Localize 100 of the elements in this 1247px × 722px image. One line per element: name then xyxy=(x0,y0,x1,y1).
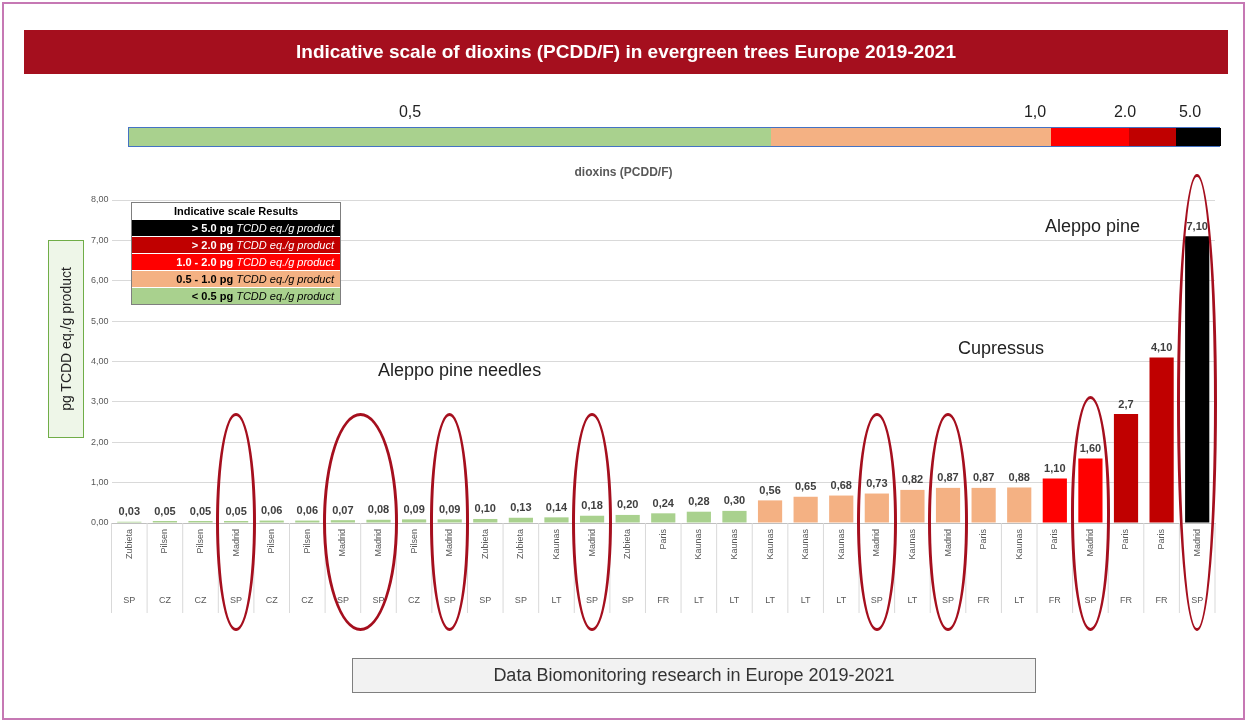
category-label: Kaunas LT xyxy=(693,529,704,606)
text: 2.0 xyxy=(1112,103,1138,121)
bar xyxy=(935,487,961,523)
data-label: 1,60 xyxy=(1079,441,1102,454)
text: 1,0 xyxy=(1022,103,1048,121)
bar xyxy=(722,510,747,523)
data-label: 0,24 xyxy=(652,496,675,509)
category-label: Madrid SP xyxy=(870,529,883,606)
category-label: Madrid SP xyxy=(1191,529,1204,606)
data-label: 0,56 xyxy=(759,483,781,496)
data-label: 0,73 xyxy=(866,477,888,490)
y-tick-label: 1,00 xyxy=(90,477,109,488)
category-label: Kaunas LT xyxy=(835,529,847,606)
y-tick-label: 6,00 xyxy=(90,275,109,286)
data-label: 0,06 xyxy=(260,504,283,517)
data-label: 1,10 xyxy=(1044,462,1066,475)
bar xyxy=(686,511,711,523)
data-label: 0,09 xyxy=(438,502,461,515)
bar xyxy=(1185,236,1210,523)
bar xyxy=(1078,458,1103,523)
data-label: 0,07 xyxy=(332,503,354,516)
data-label: 2,7 xyxy=(1118,397,1134,410)
y-tick-label: 0,00 xyxy=(90,517,109,528)
annotation: Aleppo pine needles xyxy=(378,360,543,381)
category-label: Zubieta SP xyxy=(514,529,527,606)
data-label: 0,88 xyxy=(1008,471,1030,483)
text: > 2.0 pg TCDD eq./g product xyxy=(191,239,334,251)
bar xyxy=(330,520,355,523)
bar xyxy=(1113,413,1139,523)
text: > 5.0 pg TCDD eq./g product xyxy=(191,222,334,234)
category-label: Madrid SP xyxy=(372,529,385,606)
bar xyxy=(1149,357,1174,523)
data-label: 7,10 xyxy=(1186,219,1208,232)
category-label: Kaunas LT xyxy=(906,529,918,606)
data-label: 0,03 xyxy=(118,505,141,518)
data-label: 0,87 xyxy=(972,471,995,484)
category-label: Zubieta SP xyxy=(621,529,634,606)
category-label: Madrid SP xyxy=(336,529,349,606)
data-label: 0,05 xyxy=(189,504,212,517)
category-label: Kaunas LT xyxy=(764,529,775,606)
category-label: Pilsen CZ xyxy=(158,529,171,606)
bar xyxy=(473,518,498,523)
text: 0.5 - 1.0 pg TCDD eq./g product xyxy=(176,273,334,285)
bar xyxy=(437,519,462,523)
chart-title: Indicative scale of dioxins (PCDD/F) in evergreen trees Europe 2019-2021 xyxy=(24,30,1228,74)
bar xyxy=(579,515,605,523)
category-label: Madrid SP xyxy=(230,529,243,606)
category-label: Zubieta SP xyxy=(123,529,136,606)
y-tick-label: 8,00 xyxy=(90,194,109,205)
annotation: Aleppo pine xyxy=(1045,216,1141,236)
bar xyxy=(793,496,818,523)
text: 5.0 xyxy=(1177,103,1203,121)
bar xyxy=(544,517,569,523)
bar xyxy=(401,519,427,523)
category-label: Pilsen CZ xyxy=(265,529,278,606)
data-label: 0,87 xyxy=(937,471,959,484)
legend-title: Indicative scale Results xyxy=(172,204,300,219)
data-label: 0,65 xyxy=(794,480,817,493)
data-label: 0,28 xyxy=(688,495,710,508)
y-tick-label: 4,00 xyxy=(90,355,109,366)
y-axis-title: pg TCDD eq./g product xyxy=(58,267,74,411)
data-label: 0,30 xyxy=(723,494,746,507)
text: 0,5 xyxy=(397,103,423,121)
annotation: Cupressus xyxy=(958,338,1046,359)
data-label: 4,10 xyxy=(1150,340,1173,353)
category-label: Pilsen CZ xyxy=(301,529,314,606)
category-label: Paris FR xyxy=(657,529,670,606)
y-tick-label: 3,00 xyxy=(90,396,109,407)
category-label: Paris FR xyxy=(1048,529,1061,606)
category-label: Kaunas LT xyxy=(800,529,811,606)
bar xyxy=(900,489,925,523)
data-label: 0,08 xyxy=(367,503,390,516)
bar xyxy=(757,500,783,523)
bar xyxy=(1042,478,1067,523)
category-label: Paris FR xyxy=(1120,529,1133,606)
category-label: Paris FR xyxy=(1155,529,1168,606)
data-label: 0,68 xyxy=(830,479,852,492)
y-tick-label: 2,00 xyxy=(90,436,109,447)
data-label: 0,09 xyxy=(403,502,425,515)
text: < 0.5 pg TCDD eq./g product xyxy=(191,290,334,302)
data-label: 0,13 xyxy=(510,501,532,514)
category-label: Kaunas LT xyxy=(728,529,740,606)
data-label: 0,06 xyxy=(296,504,319,517)
data-label: 0,05 xyxy=(225,504,247,517)
data-label: 0,14 xyxy=(545,500,569,513)
category-label: Madrid SP xyxy=(586,529,599,606)
bar xyxy=(1007,487,1032,523)
bar xyxy=(829,495,854,523)
bar xyxy=(508,517,533,523)
y-tick-label: 5,00 xyxy=(90,315,109,326)
data-label: 0,10 xyxy=(474,502,496,515)
category-label: Madrid SP xyxy=(942,529,955,606)
data-label: 0,05 xyxy=(154,504,176,517)
bar xyxy=(366,519,391,523)
data-label: 0,20 xyxy=(616,498,639,511)
text: 1.0 - 2.0 pg TCDD eq./g product xyxy=(176,256,334,268)
text: Data Biomonitoring research in Europe 2019-2021 xyxy=(352,658,1036,693)
data-label: 0,82 xyxy=(901,473,924,486)
bar xyxy=(651,513,676,523)
data-label: 0,18 xyxy=(581,499,603,512)
